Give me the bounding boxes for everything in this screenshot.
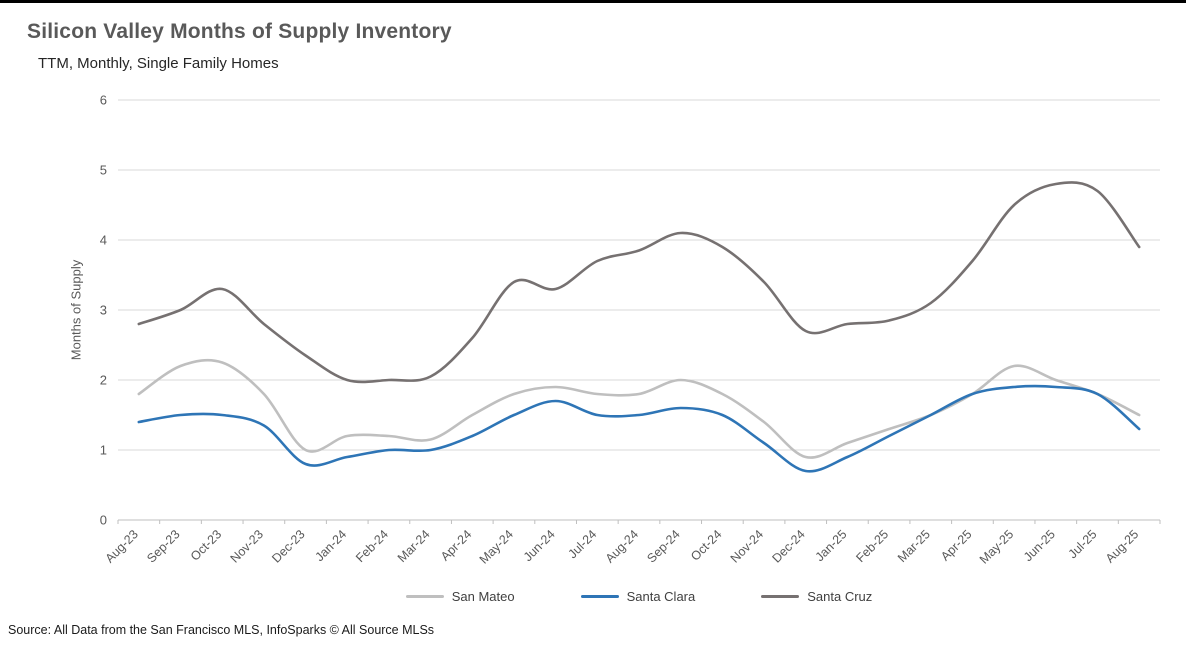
y-tick-label: 0	[100, 513, 107, 528]
chart-subtitle: TTM, Monthly, Single Family Homes	[38, 55, 279, 72]
x-tick-label: Jan-25	[813, 527, 850, 564]
x-tick-label: Dec-24	[769, 527, 807, 565]
x-tick-label: Jul-25	[1066, 527, 1100, 561]
x-tick-label: Jun-24	[521, 527, 558, 564]
series-line-santa-cruz	[137, 181, 1141, 384]
x-tick-label: Aug-25	[1103, 527, 1141, 565]
y-tick-label: 4	[100, 233, 107, 248]
source-note: Source: All Data from the San Francisco …	[8, 623, 435, 637]
x-tick-label: May-25	[977, 527, 1016, 566]
legend-label: Santa Cruz	[807, 589, 873, 604]
legend-line-swatch	[761, 595, 800, 598]
x-tick-label: Nov-24	[728, 527, 766, 565]
legend-line-swatch	[405, 595, 444, 598]
x-tick-label: Apr-24	[438, 527, 474, 563]
x-tick-label: Mar-25	[895, 527, 933, 565]
x-tick-label: Nov-23	[228, 527, 266, 565]
x-tick-label: Oct-23	[188, 527, 224, 563]
x-tick-label: Oct-24	[688, 527, 724, 563]
x-tick-label: Sep-24	[644, 527, 682, 565]
top-border	[0, 0, 1186, 3]
x-tick-label: Jun-25	[1021, 527, 1058, 564]
legend-item-santa-cruz: Santa Cruz	[761, 589, 872, 604]
x-tick-label: Jul-24	[565, 527, 599, 561]
x-tick-label: Dec-23	[269, 527, 307, 565]
x-tick-label: May-24	[477, 527, 516, 566]
series-line-santa-clara	[137, 384, 1141, 473]
x-tick-label: Apr-25	[938, 527, 974, 563]
y-tick-label: 1	[100, 443, 107, 458]
legend-item-san-mateo: San Mateo	[405, 589, 515, 604]
legend-label: San Mateo	[451, 589, 515, 604]
legend-label: Santa Clara	[626, 589, 696, 604]
y-tick-label: 3	[100, 303, 107, 318]
x-tick-label: Mar-24	[395, 527, 433, 565]
legend-line-swatch	[580, 595, 619, 598]
chart-title: Silicon Valley Months of Supply Inventor…	[27, 20, 452, 43]
x-tick-label: Sep-23	[144, 527, 182, 565]
y-tick-label: 2	[100, 373, 107, 388]
x-tick-label: Aug-24	[603, 527, 641, 565]
chart-legend: San Mateo Santa Clara Santa Cruz	[118, 589, 1160, 604]
x-tick-label: Jan-24	[312, 527, 349, 564]
x-tick-label: Feb-25	[853, 527, 891, 565]
x-tick-label: Aug-23	[103, 527, 141, 565]
y-tick-label: 6	[100, 93, 107, 108]
x-tick-label: Feb-24	[353, 527, 391, 565]
legend-item-santa-clara: Santa Clara	[580, 589, 696, 604]
y-tick-label: 5	[100, 163, 107, 178]
series-line-san-mateo	[137, 358, 1141, 459]
